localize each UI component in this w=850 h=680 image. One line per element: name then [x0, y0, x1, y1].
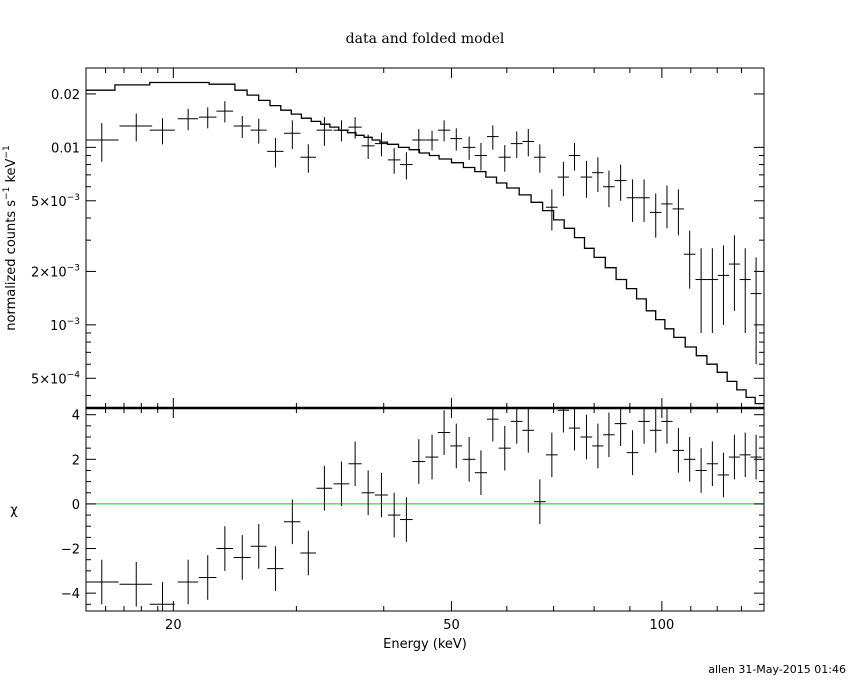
- footer-timestamp: allen 31-May-2015 01:46: [708, 663, 846, 676]
- x-tick-label: 100: [649, 618, 674, 633]
- y-tick-label: 0.01: [51, 141, 80, 156]
- y-tick-label: 5×10−3: [31, 193, 80, 210]
- y-tick-mantissa: 0.01: [51, 141, 80, 156]
- y-tick-label: 2: [72, 453, 80, 468]
- y-tick-label: 4: [72, 409, 80, 424]
- top-panel: 0.020.015×10−32×10−310−35×10−4 normalize…: [2, 67, 765, 409]
- y-tick-label: 2×10−3: [31, 263, 80, 280]
- y-tick-mantissa: 10: [50, 319, 67, 334]
- chart-title: data and folded model: [346, 31, 505, 47]
- y-label-main: normalized counts s: [4, 200, 19, 331]
- top-panel-x-ticks: [105, 68, 765, 408]
- x-tick-label: 20: [165, 618, 182, 633]
- y-tick-label: −2: [61, 543, 80, 558]
- top-panel-y-ticks: 0.020.015×10−32×10−310−35×10−4: [31, 88, 764, 396]
- y-tick-mantissa: 5×10: [31, 372, 67, 387]
- y-tick-label: 0.02: [51, 88, 80, 103]
- y-tick-exponent: −3: [67, 193, 80, 203]
- y-tick-label: 0: [72, 498, 80, 513]
- bottom-panel-x-ticks: 20 50 100: [105, 408, 765, 633]
- y-label-mid: keV: [4, 158, 19, 186]
- model-step-line: [86, 81, 764, 405]
- residual-points: [86, 408, 762, 611]
- y-tick-exponent: −3: [67, 263, 80, 273]
- bottom-panel: 420−2−4 20 50 100 χ Energy (keV): [10, 406, 765, 652]
- y-tick-exponent: −4: [67, 370, 81, 380]
- data-points: [86, 101, 762, 365]
- x-axis-label: Energy (keV): [383, 637, 467, 652]
- x-tick-label: 50: [443, 618, 460, 633]
- top-y-axis-label: normalized counts s−1 keV−1: [2, 145, 19, 330]
- y-tick-label: 10−3: [50, 317, 80, 334]
- y-label-exp1: −1: [2, 187, 12, 200]
- folded-model-histogram: [86, 81, 764, 405]
- y-tick-exponent: −3: [67, 317, 80, 327]
- y-tick-label: 5×10−4: [31, 370, 80, 387]
- y-tick-mantissa: 0.02: [51, 88, 80, 103]
- y-label-exp2: −1: [2, 145, 12, 158]
- bottom-panel-y-ticks: 4 2 0 −2 −4: [61, 409, 764, 605]
- bottom-y-axis-label: χ: [10, 503, 18, 518]
- y-tick-mantissa: 5×10: [31, 195, 67, 210]
- y-tick-mantissa: 2×10: [31, 265, 67, 280]
- y-tick-label: −4: [61, 587, 80, 602]
